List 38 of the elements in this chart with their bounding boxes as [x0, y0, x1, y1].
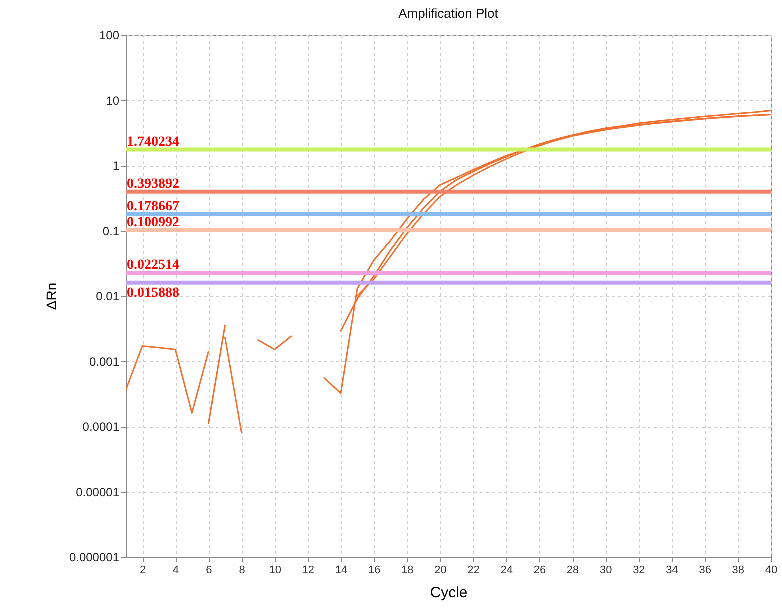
x-tick-label: 8	[239, 564, 246, 576]
x-tick-label: 36	[699, 564, 712, 576]
x-tick-label: 34	[666, 564, 678, 576]
ref-line-label: 0.178667	[127, 199, 180, 214]
x-tick-label: 30	[600, 564, 612, 576]
y-tick-label: 100	[99, 28, 120, 42]
x-tick-label: 32	[633, 564, 646, 576]
ref-line-label: 1.740234	[127, 134, 180, 150]
y-tick-label: 0.000001	[69, 550, 120, 564]
ref-line-label: 0.015888	[127, 286, 180, 301]
x-tick-label: 16	[368, 564, 381, 576]
y-tick-label: 0.00001	[76, 485, 120, 500]
x-tick-label: 40	[765, 564, 778, 576]
chart-title: Amplification Plot	[398, 6, 499, 21]
y-tick-label: 0.001	[89, 354, 120, 369]
y-tick-label: 0.0001	[82, 420, 120, 434]
x-axis-title: Cycle	[430, 584, 468, 602]
x-tick-label: 18	[402, 564, 414, 576]
x-tick-label: 4	[173, 564, 180, 576]
x-tick-label: 12	[302, 564, 315, 576]
x-tick-label: 14	[335, 564, 348, 576]
x-tick-label: 6	[206, 564, 212, 576]
y-axis-title: ΔRn	[43, 282, 60, 310]
x-tick-label: 38	[732, 564, 745, 576]
x-tick-label: 20	[434, 564, 447, 576]
ref-line-label: 0.100992	[127, 215, 180, 230]
ref-line-label: 0.022514	[127, 258, 180, 273]
x-tick-label: 28	[566, 564, 580, 576]
x-tick-label: 2	[140, 564, 146, 576]
x-tick-label: 22	[468, 564, 480, 576]
ref-line-label: 0.393892	[127, 176, 180, 192]
x-tick-label: 10	[269, 564, 282, 576]
x-tick-label: 24	[500, 564, 514, 576]
y-tick-label: 1	[112, 159, 120, 173]
y-tick-label: 0.01	[96, 290, 120, 304]
x-tick-label: 26	[534, 564, 546, 576]
y-tick-label: 10	[106, 94, 120, 108]
y-tick-label: 0.1	[102, 224, 120, 238]
